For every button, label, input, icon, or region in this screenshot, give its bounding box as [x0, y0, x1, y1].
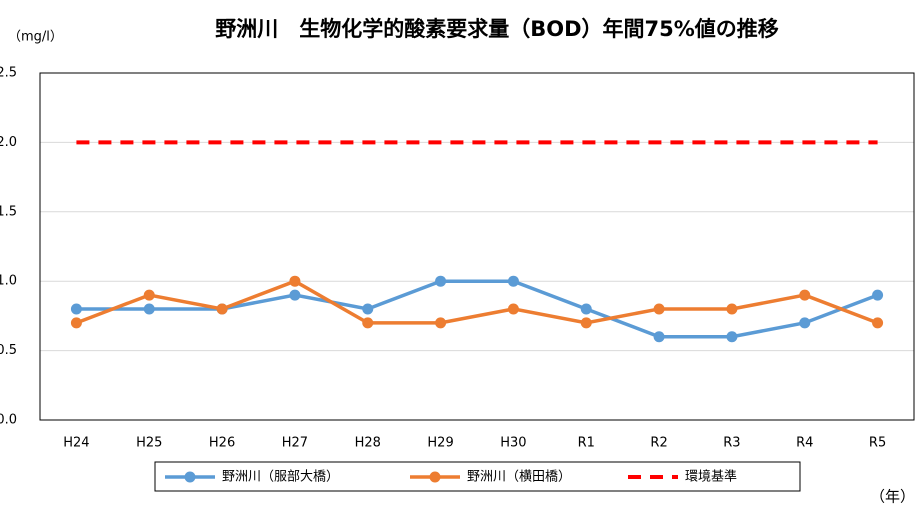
data-point	[143, 289, 155, 301]
legend-box	[154, 461, 801, 492]
legend-marker	[184, 471, 196, 483]
x-tick-label: H27	[282, 436, 308, 451]
data-point	[143, 303, 155, 315]
x-tick-label: H24	[63, 436, 89, 451]
data-point	[653, 303, 665, 315]
x-tick-label: R4	[796, 436, 813, 451]
series-line	[75, 279, 879, 325]
y-axis-label: （mg/l）	[8, 30, 63, 45]
x-tick-label: R1	[578, 436, 595, 451]
x-tick-label: H30	[500, 436, 526, 451]
x-tick-label: R5	[869, 436, 886, 451]
data-point	[726, 331, 738, 343]
data-point	[362, 303, 374, 315]
y-tick-label: 2.0	[0, 135, 17, 150]
data-point	[872, 317, 884, 329]
data-point	[580, 317, 592, 329]
data-point	[70, 303, 82, 315]
y-tick-label: 0.5	[0, 343, 17, 358]
x-tick-label: R3	[723, 436, 740, 451]
plot-border	[39, 72, 915, 421]
data-point	[289, 275, 301, 287]
series-line	[76, 279, 879, 339]
data-point	[507, 303, 519, 315]
legend-label: 環境基準	[685, 469, 737, 485]
data-point	[70, 317, 82, 329]
data-point	[799, 317, 811, 329]
data-point	[362, 317, 374, 329]
data-point	[435, 275, 447, 287]
x-tick-label: H29	[427, 436, 453, 451]
x-tick-label: H28	[355, 436, 381, 451]
x-tick-label: H25	[136, 436, 162, 451]
y-tick-label: 2.5	[0, 66, 17, 81]
legend-marker	[429, 471, 441, 483]
x-tick-label: R2	[650, 436, 667, 451]
y-tick-label: 0.0	[0, 413, 17, 428]
chart-title: 野洲川 生物化学的酸素要求量（BOD）年間75%値の推移	[215, 17, 779, 41]
data-point	[435, 317, 447, 329]
data-point	[872, 289, 884, 301]
x-axis-label: （年）	[870, 488, 915, 506]
legend-label: 野洲川（横田橋）	[467, 470, 571, 485]
y-tick-label: 1.0	[0, 274, 17, 289]
x-tick-label: H26	[209, 436, 235, 451]
data-point	[580, 303, 592, 315]
legend-label: 野洲川（服部大橋）	[222, 470, 339, 485]
data-point	[507, 275, 519, 287]
data-point	[726, 303, 738, 315]
y-tick-label: 1.5	[0, 204, 17, 219]
data-point	[653, 331, 665, 343]
data-point	[799, 289, 811, 301]
data-point	[216, 303, 228, 315]
data-point	[289, 289, 301, 301]
